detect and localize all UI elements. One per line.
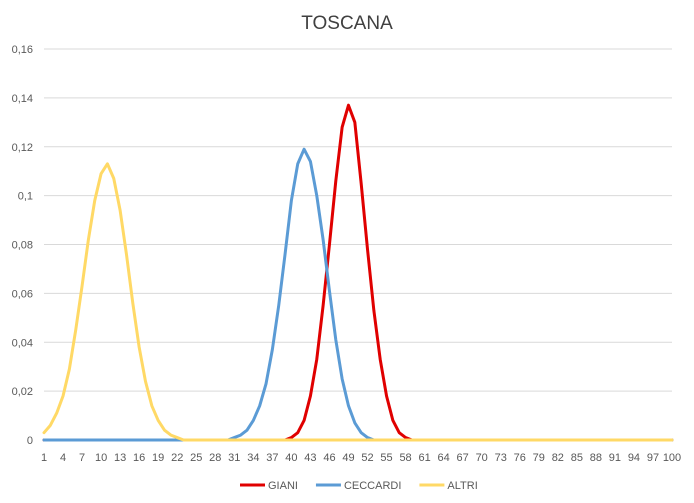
y-tick-label: 0,14 xyxy=(12,93,33,105)
x-tick-label: 52 xyxy=(361,452,373,464)
x-tick-label: 25 xyxy=(190,452,202,464)
x-tick-label: 13 xyxy=(114,452,126,464)
series-lines xyxy=(42,103,674,442)
x-tick-label: 64 xyxy=(438,452,450,464)
x-tick-label: 43 xyxy=(304,452,316,464)
x-tick-label: 76 xyxy=(514,452,526,464)
x-tick-label: 85 xyxy=(571,452,583,464)
y-tick-label: 0,02 xyxy=(12,386,33,398)
x-tick-label: 97 xyxy=(647,452,659,464)
x-tick-label: 94 xyxy=(628,452,640,464)
series-line-altri xyxy=(42,162,674,442)
x-tick-label: 40 xyxy=(285,452,297,464)
y-tick-label: 0 xyxy=(27,435,33,447)
y-tick-label: 0,04 xyxy=(12,337,33,349)
x-tick-label: 49 xyxy=(342,452,354,464)
x-tick-label: 91 xyxy=(609,452,621,464)
x-tick-label: 34 xyxy=(247,452,259,464)
x-tick-label: 1 xyxy=(41,452,47,464)
x-axis-ticks: 1 4 7 10 13 16 19 22 25 28 31 34 37 40 43 46 49 52 55 58 61 6… xyxy=(41,452,681,464)
x-tick-label: 22 xyxy=(171,452,183,464)
y-tick-label: 0,1 xyxy=(18,191,33,203)
x-tick-label: 58 xyxy=(399,452,411,464)
x-tick-label: 31 xyxy=(228,452,240,464)
legend-label-giani: GIANI xyxy=(268,480,298,492)
x-tick-label: 37 xyxy=(266,452,278,464)
x-tick-label: 10 xyxy=(95,452,107,464)
x-tick-label: 55 xyxy=(380,452,392,464)
y-tick-label: 0,12 xyxy=(12,142,33,154)
y-tick-label: 0,16 xyxy=(12,44,33,56)
chart-title: TOSCANA xyxy=(301,13,393,34)
x-tick-label: 16 xyxy=(133,452,145,464)
legend-label-altri: ALTRI xyxy=(447,480,477,492)
x-tick-label: 4 xyxy=(60,452,66,464)
x-tick-label: 70 xyxy=(476,452,488,464)
y-axis-ticks: 0 0,02 0,04 0,06 0,08 0,1 0,12 0,14 0,16 xyxy=(12,44,33,447)
x-tick-label: 19 xyxy=(152,452,164,464)
x-tick-label: 61 xyxy=(418,452,430,464)
y-tick-label: 0,06 xyxy=(12,288,33,300)
y-tick-label: 0,08 xyxy=(12,240,33,252)
legend: GIANI CECCARDI ALTRI xyxy=(240,480,478,492)
x-tick-label: 79 xyxy=(533,452,545,464)
x-tick-label: 73 xyxy=(495,452,507,464)
x-tick-label: 7 xyxy=(79,452,85,464)
legend-label-ceccardi: CECCARDI xyxy=(344,480,401,492)
x-tick-label: 67 xyxy=(457,452,469,464)
x-tick-label: 28 xyxy=(209,452,221,464)
x-tick-label: 100 xyxy=(663,452,681,464)
x-tick-label: 88 xyxy=(590,452,602,464)
x-tick-label: 82 xyxy=(552,452,564,464)
x-tick-label: 46 xyxy=(323,452,335,464)
